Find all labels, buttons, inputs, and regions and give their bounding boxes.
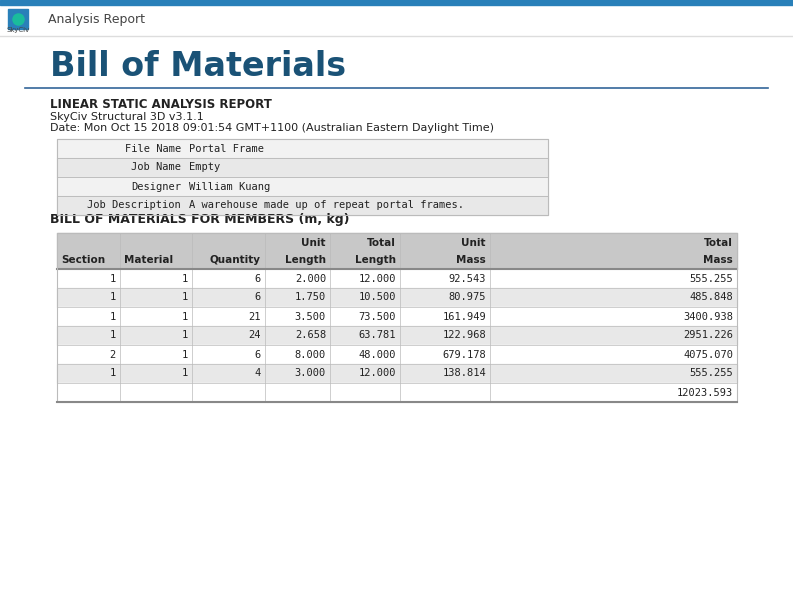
Text: 21: 21 xyxy=(248,311,261,322)
Text: 24: 24 xyxy=(248,331,261,341)
Text: 8.000: 8.000 xyxy=(295,350,326,359)
Text: 10.500: 10.500 xyxy=(358,293,396,302)
Text: 1: 1 xyxy=(182,311,188,322)
Text: Mass: Mass xyxy=(703,255,733,265)
Text: 1: 1 xyxy=(109,273,116,284)
Text: 485.848: 485.848 xyxy=(689,293,733,302)
Text: 12.000: 12.000 xyxy=(358,368,396,379)
Bar xyxy=(57,233,737,402)
Text: Section: Section xyxy=(61,255,105,265)
Text: Empty: Empty xyxy=(189,162,220,172)
Text: 3.500: 3.500 xyxy=(295,311,326,322)
Text: Mass: Mass xyxy=(456,255,486,265)
Text: 555.255: 555.255 xyxy=(689,273,733,284)
Text: 1: 1 xyxy=(182,350,188,359)
Text: 1: 1 xyxy=(109,368,116,379)
Text: SkyCiv: SkyCiv xyxy=(6,27,29,33)
Bar xyxy=(57,196,548,215)
Text: 1: 1 xyxy=(182,273,188,284)
Bar xyxy=(57,177,548,196)
Text: 6: 6 xyxy=(255,273,261,284)
Bar xyxy=(57,288,737,307)
Text: Unit: Unit xyxy=(462,238,486,248)
Text: A warehouse made up of repeat portal frames.: A warehouse made up of repeat portal fra… xyxy=(189,201,464,210)
Text: File Name: File Name xyxy=(125,144,181,153)
Text: 1: 1 xyxy=(182,293,188,302)
Text: 4075.070: 4075.070 xyxy=(683,350,733,359)
Text: William Kuang: William Kuang xyxy=(189,182,270,192)
Text: 1: 1 xyxy=(182,368,188,379)
Bar xyxy=(0,0,793,5)
Text: 555.255: 555.255 xyxy=(689,368,733,379)
Text: 1: 1 xyxy=(109,293,116,302)
Text: Analysis Report: Analysis Report xyxy=(48,13,145,25)
Text: 73.500: 73.500 xyxy=(358,311,396,322)
Text: 4: 4 xyxy=(255,368,261,379)
Text: Length: Length xyxy=(285,255,326,265)
Text: Date: Mon Oct 15 2018 09:01:54 GMT+1100 (Australian Eastern Daylight Time): Date: Mon Oct 15 2018 09:01:54 GMT+1100 … xyxy=(50,123,494,133)
Text: 48.000: 48.000 xyxy=(358,350,396,359)
Text: 161.949: 161.949 xyxy=(442,311,486,322)
Text: 3400.938: 3400.938 xyxy=(683,311,733,322)
Bar xyxy=(57,158,548,177)
Text: 80.975: 80.975 xyxy=(449,293,486,302)
Text: 2: 2 xyxy=(109,350,116,359)
Text: 1.750: 1.750 xyxy=(295,293,326,302)
Text: 92.543: 92.543 xyxy=(449,273,486,284)
Text: Unit: Unit xyxy=(301,238,326,248)
Bar xyxy=(57,139,548,215)
Text: 2.658: 2.658 xyxy=(295,331,326,341)
Text: 3.000: 3.000 xyxy=(295,368,326,379)
Text: SkyCiv Structural 3D v3.1.1: SkyCiv Structural 3D v3.1.1 xyxy=(50,112,204,122)
Bar xyxy=(57,364,737,383)
Text: Total: Total xyxy=(367,238,396,248)
Text: 12023.593: 12023.593 xyxy=(676,388,733,397)
Text: Portal Frame: Portal Frame xyxy=(189,144,264,153)
Bar xyxy=(57,307,737,326)
Bar xyxy=(57,326,737,345)
Text: Bill of Materials: Bill of Materials xyxy=(50,49,346,82)
Text: 1: 1 xyxy=(182,331,188,341)
Bar xyxy=(57,196,548,215)
Bar xyxy=(57,177,548,196)
Text: 1: 1 xyxy=(109,311,116,322)
Text: 12.000: 12.000 xyxy=(358,273,396,284)
Text: Material: Material xyxy=(124,255,173,265)
Bar xyxy=(0,5,793,36)
Bar xyxy=(57,233,737,269)
Bar xyxy=(57,139,548,158)
Text: Job Description: Job Description xyxy=(87,201,181,210)
Text: 679.178: 679.178 xyxy=(442,350,486,359)
Text: 138.814: 138.814 xyxy=(442,368,486,379)
Bar xyxy=(57,345,737,364)
Text: 63.781: 63.781 xyxy=(358,331,396,341)
Bar xyxy=(57,269,737,288)
Text: 122.968: 122.968 xyxy=(442,331,486,341)
Bar xyxy=(57,158,548,177)
Text: LINEAR STATIC ANALYSIS REPORT: LINEAR STATIC ANALYSIS REPORT xyxy=(50,99,272,112)
Bar xyxy=(57,383,737,402)
Text: 2951.226: 2951.226 xyxy=(683,331,733,341)
Text: Job Name: Job Name xyxy=(131,162,181,172)
Text: Length: Length xyxy=(355,255,396,265)
Text: Quantity: Quantity xyxy=(210,255,261,265)
Text: 1: 1 xyxy=(109,331,116,341)
Text: BILL OF MATERIALS FOR MEMBERS (m, kg): BILL OF MATERIALS FOR MEMBERS (m, kg) xyxy=(50,213,350,225)
Text: Designer: Designer xyxy=(131,182,181,192)
Text: 6: 6 xyxy=(255,350,261,359)
Text: 6: 6 xyxy=(255,293,261,302)
Bar xyxy=(57,139,548,158)
Text: 2.000: 2.000 xyxy=(295,273,326,284)
Text: Total: Total xyxy=(704,238,733,248)
